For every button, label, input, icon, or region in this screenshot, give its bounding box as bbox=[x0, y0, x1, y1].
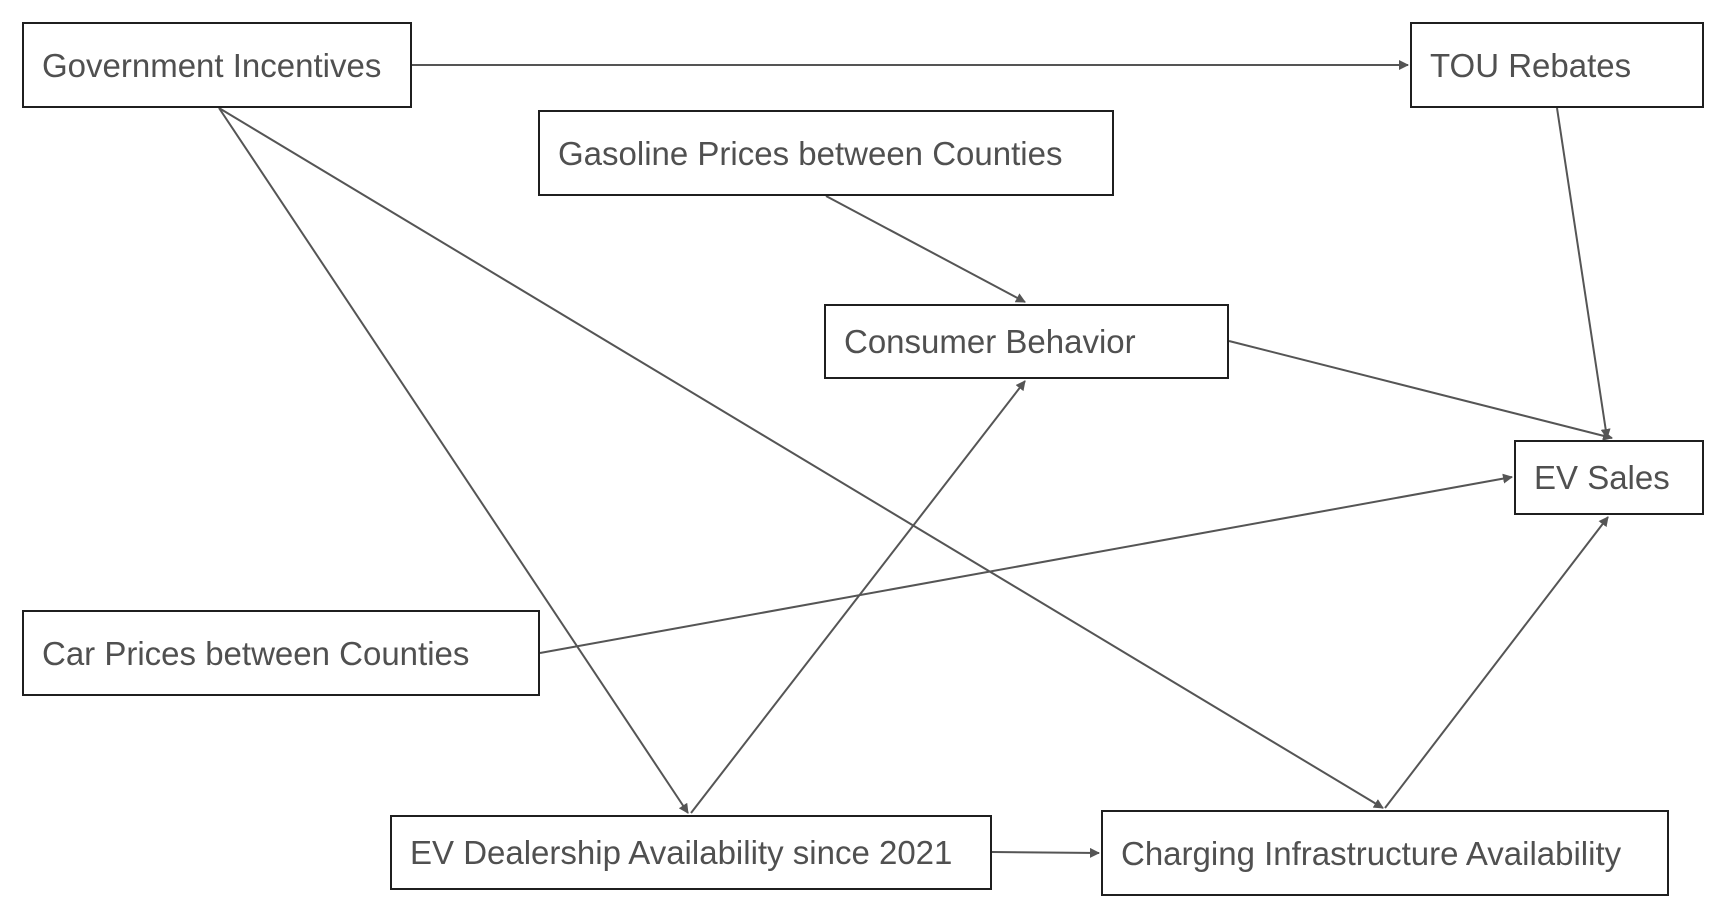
node-ev-sales: EV Sales bbox=[1514, 440, 1704, 515]
node-label: Consumer Behavior bbox=[844, 323, 1136, 360]
node-ev-dealership: EV Dealership Availability since 2021 bbox=[390, 815, 992, 890]
node-label: TOU Rebates bbox=[1430, 46, 1632, 84]
edge-ev-dealership-to-consumer-behavior bbox=[690, 380, 1026, 814]
node-label: EV Sales bbox=[1534, 459, 1670, 496]
edge-tou-rebates-to-ev-sales bbox=[1556, 107, 1611, 439]
node-label: Government Incentives bbox=[42, 46, 382, 84]
edge-gasoline-prices-to-consumer-behavior bbox=[825, 195, 1026, 303]
edge-consumer-behavior-to-ev-sales bbox=[1228, 340, 1613, 441]
edge-government-incentives-to-ev-dealership bbox=[218, 107, 689, 814]
edge-ev-dealership-to-charging-infrastructure bbox=[991, 847, 1100, 858]
edge-car-prices-to-ev-sales bbox=[539, 473, 1513, 654]
node-label: Gasoline Prices between Counties bbox=[558, 134, 1063, 172]
edge-group bbox=[218, 60, 1613, 858]
node-gasoline-prices: Gasoline Prices between Counties bbox=[538, 110, 1114, 196]
edge-charging-infrastructure-to-ev-sales bbox=[1384, 516, 1609, 809]
node-car-prices: Car Prices between Counties bbox=[22, 610, 540, 696]
node-consumer-behavior: Consumer Behavior bbox=[824, 304, 1229, 379]
edge-government-incentives-to-charging-infrastructure bbox=[218, 107, 1384, 809]
node-label: EV Dealership Availability since 2021 bbox=[410, 834, 953, 871]
node-charging-infrastructure: Charging Infrastructure Availability bbox=[1101, 810, 1669, 896]
node-tou-rebates: TOU Rebates bbox=[1410, 22, 1704, 108]
node-label: Car Prices between Counties bbox=[42, 634, 470, 672]
node-label: Charging Infrastructure Availability bbox=[1121, 834, 1622, 872]
node-government-incentives: Government Incentives bbox=[22, 22, 412, 108]
